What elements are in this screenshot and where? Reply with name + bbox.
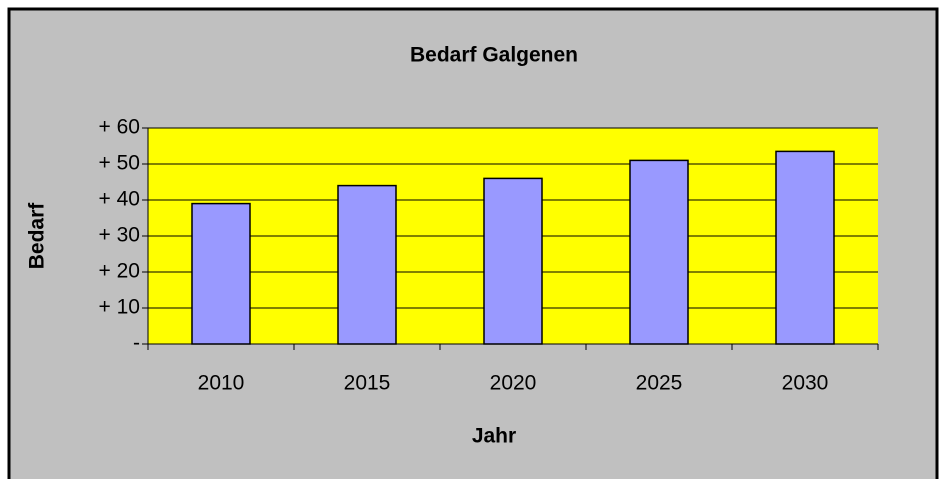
bar bbox=[191, 202, 251, 345]
y-tick-label: - bbox=[133, 332, 140, 355]
x-tick-label: 2030 bbox=[782, 372, 829, 395]
x-tick-label: 2020 bbox=[490, 372, 537, 395]
y-tick-label: + 10 bbox=[99, 296, 140, 319]
y-tick-label: + 30 bbox=[99, 224, 140, 247]
bar bbox=[629, 159, 689, 345]
x-tick-label: 2015 bbox=[344, 372, 391, 395]
y-tick-label: + 20 bbox=[99, 260, 140, 283]
y-tick-label: + 50 bbox=[99, 152, 140, 175]
x-tick-label: 2025 bbox=[636, 372, 683, 395]
x-axis-title: Jahr bbox=[472, 425, 516, 448]
y-tick-label: + 60 bbox=[99, 116, 140, 139]
bar bbox=[337, 184, 397, 345]
bar bbox=[483, 177, 543, 345]
chart-title: Bedarf Galgenen bbox=[410, 44, 578, 67]
y-axis-title: Bedarf bbox=[26, 202, 49, 270]
bar bbox=[775, 150, 835, 345]
y-tick-label: + 40 bbox=[99, 188, 140, 211]
x-tick-label: 2010 bbox=[198, 372, 245, 395]
